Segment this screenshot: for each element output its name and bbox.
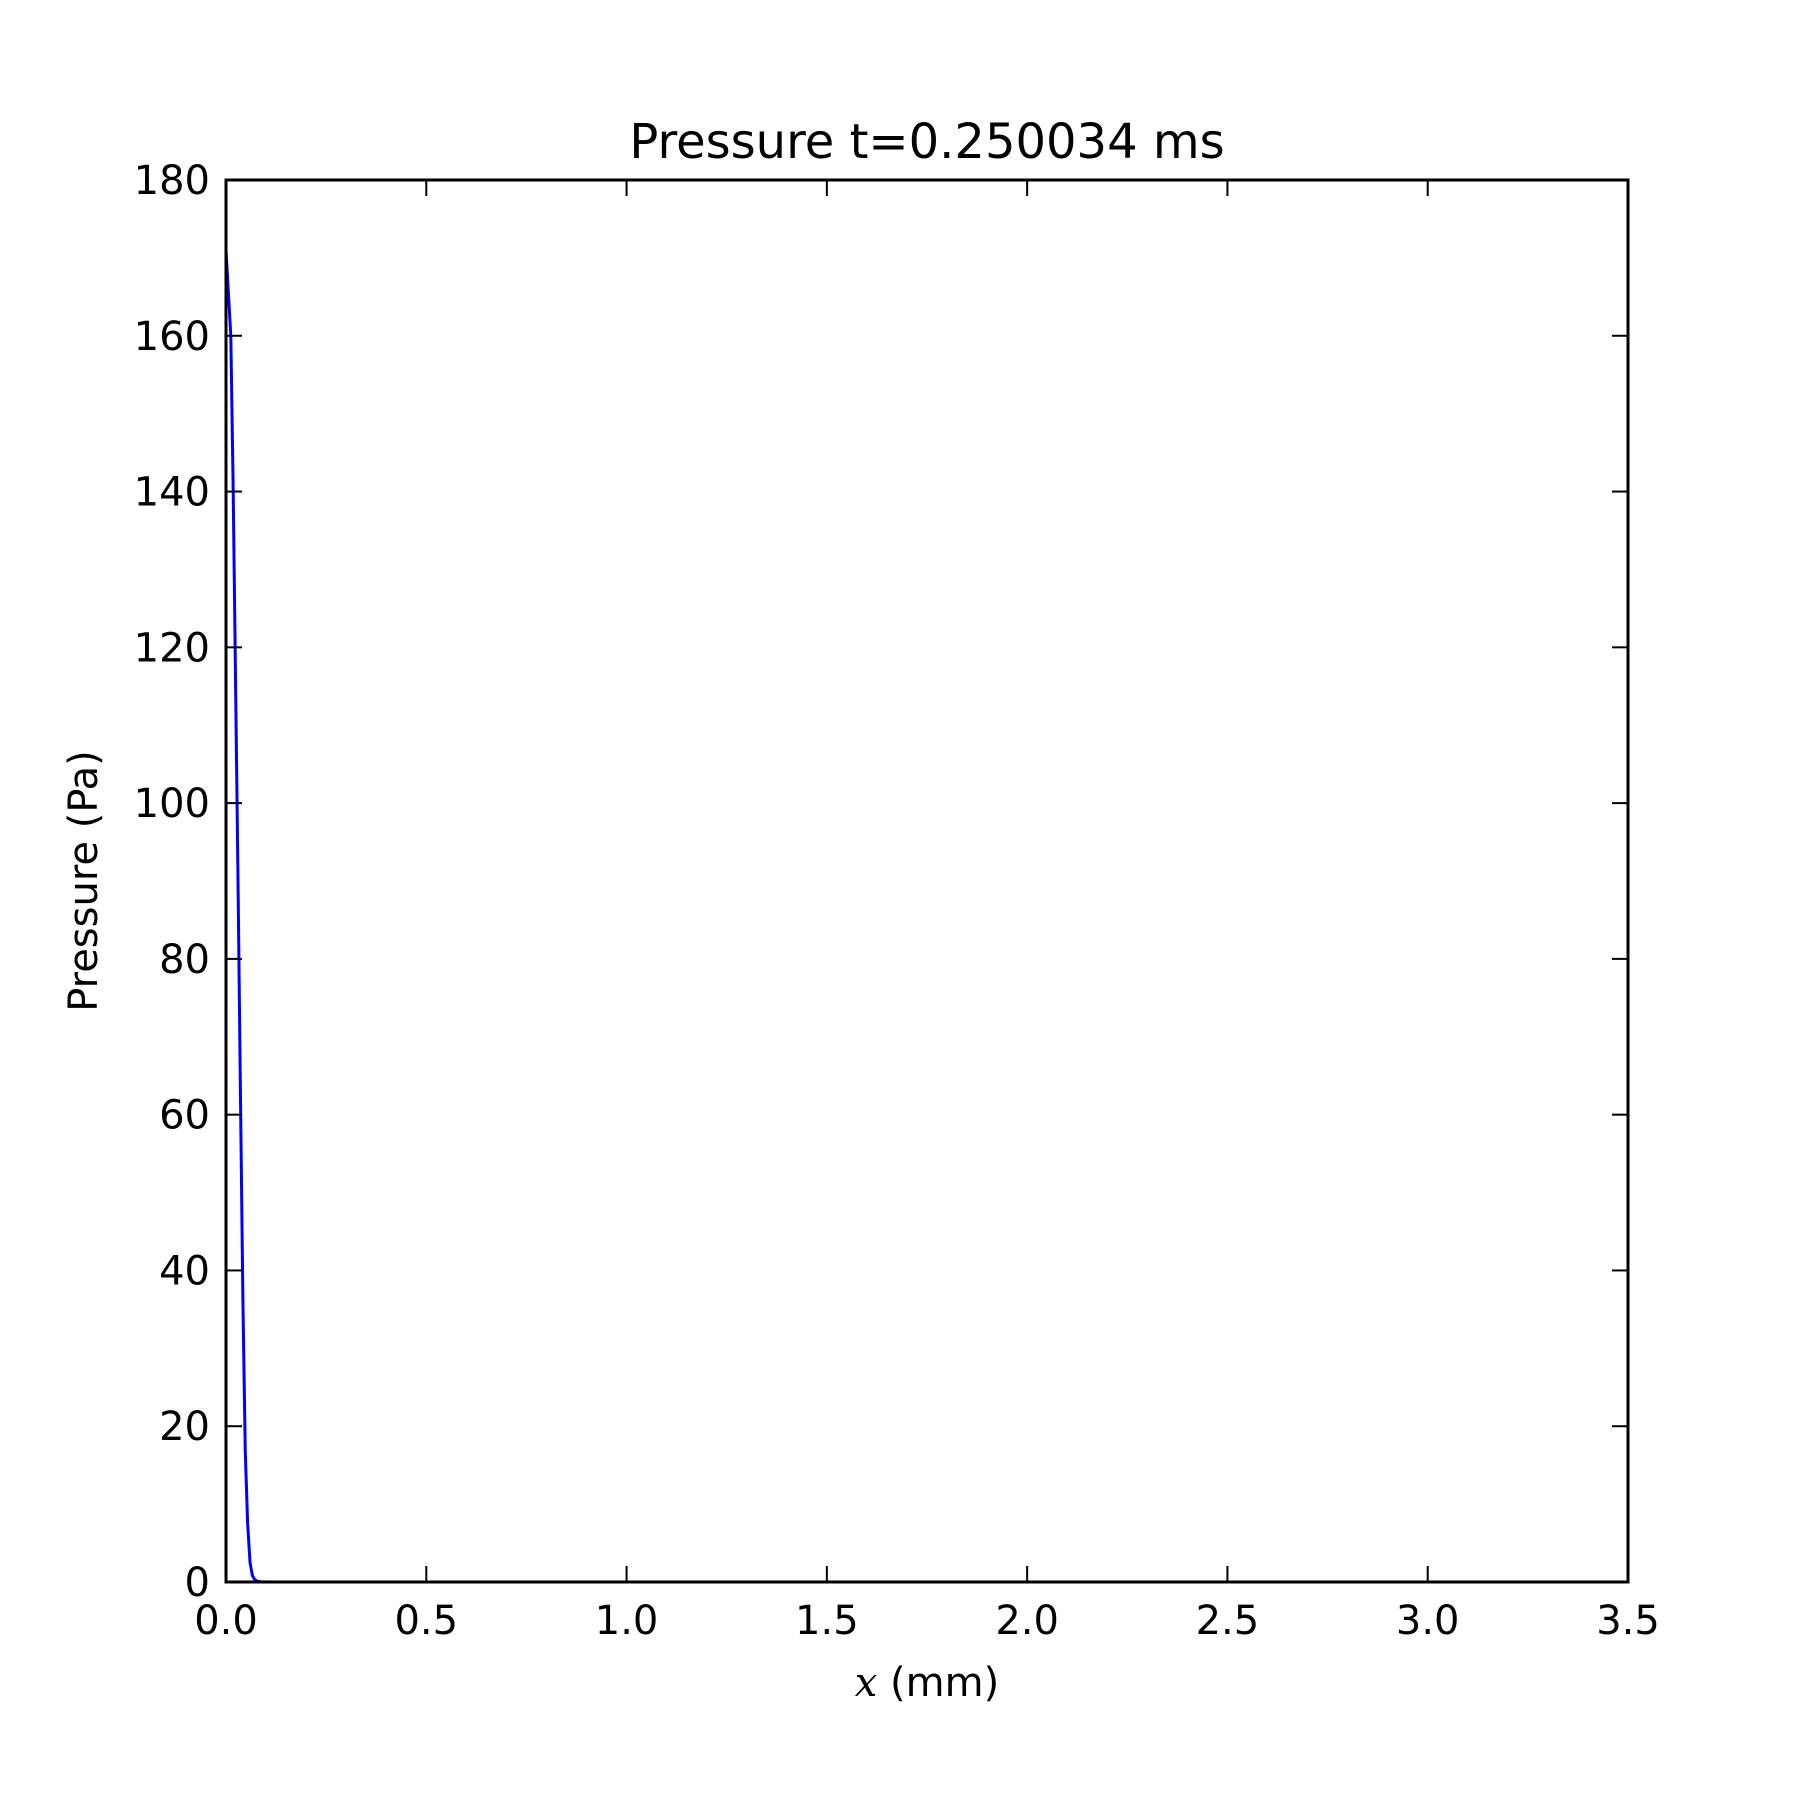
x-axis-variable: x (855, 1660, 878, 1706)
y-tick-label: 60 (159, 1093, 210, 1139)
x-tick-label: 1.5 (795, 1598, 859, 1644)
y-tick-label: 0 (185, 1560, 210, 1606)
plot-area (224, 178, 1630, 1584)
y-axis-label: Pressure (Pa) (61, 750, 107, 1012)
x-tick-label: 0.0 (194, 1598, 258, 1644)
x-tick-label: 1.0 (595, 1598, 659, 1644)
x-tick-label: 3.5 (1596, 1598, 1660, 1644)
y-tick-label: 160 (134, 314, 210, 360)
axes-frame (224, 178, 1630, 1584)
x-tick-label: 0.5 (394, 1598, 458, 1644)
x-tick-label: 2.0 (995, 1598, 1059, 1644)
plot-background (226, 180, 1628, 1582)
chart-title: Pressure t=0.250034 ms (629, 114, 1224, 170)
y-tick-label: 180 (134, 158, 210, 204)
y-tick-labels: 0 20 40 60 80 100 120 140 160 180 (134, 158, 210, 1606)
y-tick-label: 140 (134, 470, 210, 516)
x-tick-label: 2.5 (1196, 1598, 1260, 1644)
y-tick-label: 40 (159, 1248, 210, 1294)
y-tick-label: 120 (134, 625, 210, 671)
x-axis-label: x (mm) (855, 1660, 999, 1706)
y-tick-label: 20 (159, 1404, 210, 1450)
y-tick-label: 80 (159, 937, 210, 983)
x-tick-labels: 0.0 0.5 1.0 1.5 2.0 2.5 3.0 3.5 (194, 1598, 1660, 1644)
y-tick-label: 100 (134, 781, 210, 827)
x-axis-unit: (mm) (877, 1660, 999, 1706)
x-tick-label: 3.0 (1396, 1598, 1460, 1644)
